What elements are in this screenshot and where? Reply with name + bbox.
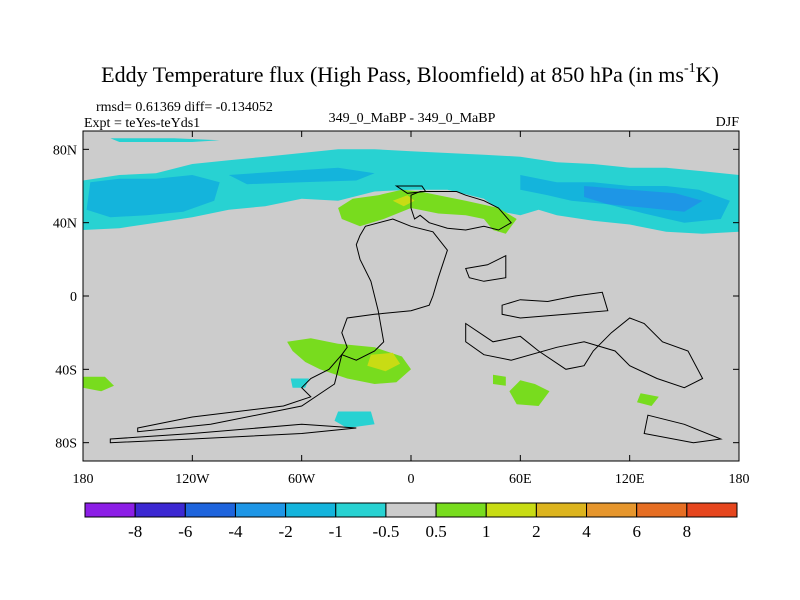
contour-region-arctic-strip <box>110 138 220 142</box>
colorbar: -8 -6 -4 -2 -1 -0.5 0.5 1 2 4 6 8 <box>84 502 738 541</box>
y-tick-label: 40S <box>55 363 77 378</box>
contour-region-south-atlantic-positive-inner <box>367 352 401 372</box>
contour-region-south-negative-1 <box>334 411 375 428</box>
x-tick-label: 180 <box>73 472 94 487</box>
coastline-0 <box>410 191 512 231</box>
colorbar-label: -8 <box>128 522 142 541</box>
colorbar-label: -1 <box>329 522 343 541</box>
y-axis: 80N 40N 0 40S 80S <box>53 143 739 452</box>
colorbar-swatch <box>285 502 337 518</box>
rmsd-diff-label: rmsd= 0.61369 diff= -0.134052 <box>96 100 273 115</box>
x-tick-label: 120W <box>175 472 210 487</box>
chart-title-superscript: -1 <box>684 61 696 76</box>
colorbar-label: 8 <box>683 522 692 541</box>
colorbar-label: 6 <box>632 522 641 541</box>
chart-title-suffix: K) <box>696 62 719 87</box>
colorbar-label: 4 <box>582 522 591 541</box>
contour-region-atlantic-core <box>228 167 375 185</box>
colorbar-swatch <box>535 502 588 518</box>
colorbar-swatch <box>586 502 638 518</box>
contour-region-north-pacific-core <box>86 175 220 218</box>
coastline-6 <box>501 291 609 319</box>
coastline-2 <box>137 354 343 433</box>
colorbar-label: 0.5 <box>425 522 446 541</box>
contour-region-northern-storm-track <box>83 149 739 234</box>
contour-region-south-pacific-positive <box>83 376 114 392</box>
coastline-3 <box>109 423 357 444</box>
colorbar-swatch <box>84 502 136 518</box>
x-tick-label: 180 <box>729 472 750 487</box>
x-tick-label: 60E <box>509 472 532 487</box>
center-label: 349_0_MaBP - 349_0_MaBP <box>329 111 496 126</box>
coastline-8 <box>394 185 427 194</box>
x-axis: 180 120W 60W 0 60E 120E 180 <box>73 131 750 487</box>
colorbar-swatch <box>134 502 186 518</box>
colorbar-label: -2 <box>279 522 293 541</box>
colorbar-label: 1 <box>482 522 491 541</box>
colorbar-label: -6 <box>178 522 192 541</box>
coastline-1 <box>341 218 448 361</box>
contour-region-europe-positive-inner <box>392 195 415 207</box>
colorbar-swatch <box>485 502 537 518</box>
season-label: DJF <box>716 115 740 130</box>
colorbar-swatch <box>234 502 287 518</box>
contour-region-australia-south-positive <box>637 393 659 406</box>
colorbar-label: -0.5 <box>372 522 399 541</box>
contour-regions <box>83 138 739 428</box>
contour-region-europe-positive <box>338 189 517 234</box>
experiment-label: Expt = teYes-teYds1 <box>84 116 200 131</box>
plot-area <box>82 130 740 462</box>
colorbar-swatch <box>184 502 236 518</box>
coastline-7 <box>465 254 507 282</box>
coastline-5 <box>643 414 723 444</box>
y-tick-label: 80N <box>53 143 77 158</box>
chart-title-main: Eddy Temperature flux (High Pass, Bloomf… <box>101 62 684 87</box>
coastline-4 <box>465 317 704 389</box>
y-tick-label: 80S <box>55 437 77 452</box>
chart-title: Eddy Temperature flux (High Pass, Bloomf… <box>101 61 719 87</box>
coastlines <box>109 185 723 444</box>
contour-region-south-indian-small <box>493 374 506 386</box>
colorbar-swatch <box>686 502 738 518</box>
contour-region-south-atlantic-positive <box>287 338 411 384</box>
x-tick-label: 60W <box>288 472 316 487</box>
colorbar-swatch <box>636 502 688 518</box>
contour-region-asia-inner-core <box>584 186 703 212</box>
colorbar-swatch <box>335 502 387 518</box>
y-tick-label: 0 <box>70 290 77 305</box>
colorbar-label: -4 <box>228 522 243 541</box>
y-tick-label: 40N <box>53 217 77 232</box>
x-tick-label: 120E <box>615 472 645 487</box>
colorbar-swatch <box>435 502 487 518</box>
x-tick-label: 0 <box>408 472 415 487</box>
colorbar-label: 2 <box>532 522 541 541</box>
contour-region-south-indian-positive <box>509 380 550 406</box>
colorbar-swatch <box>385 502 437 518</box>
